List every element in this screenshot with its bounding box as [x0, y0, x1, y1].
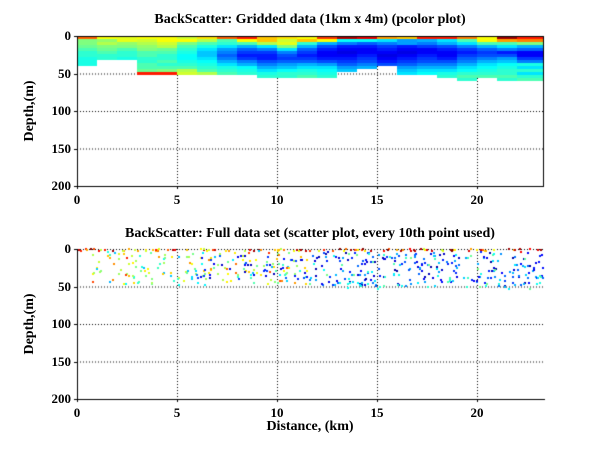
bottom-x-tick-label: 20	[470, 405, 484, 420]
bottom-y-tick-label: 150	[51, 353, 72, 369]
top-y-tick-label: 0	[64, 28, 72, 43]
top-plot-title: BackScatter: Gridded data (1km x 4m) (pc…	[154, 12, 466, 27]
bottom-y-tick-label: 200	[51, 391, 72, 406]
bottom-x-tick-label: 10	[270, 405, 284, 420]
bottom-x-tick-label: 0	[73, 405, 81, 420]
top-x-tick-label: 10	[270, 192, 284, 207]
bottom-x-tick-label: 5	[173, 405, 181, 420]
top-y-tick-label: 50	[58, 65, 71, 81]
top-x-tick-label: 20	[470, 192, 484, 207]
bottom-y-tick-label: 50	[58, 278, 71, 294]
top-x-tick-label: 15	[370, 192, 384, 207]
bottom-x-tick-label: 15	[370, 405, 384, 420]
top-y-tick-label: 200	[51, 178, 72, 193]
bottom-y-tick-label: 100	[51, 316, 72, 331]
bottom-y-tick-label: 0	[64, 241, 72, 256]
top-y-tick-label: 100	[51, 103, 72, 118]
bottom-plot-title: BackScatter: Full data set (scatter plot…	[125, 226, 495, 241]
bottom-x-axis-label: Distance, (km)	[266, 419, 354, 434]
top-x-tick-label: 5	[173, 192, 181, 207]
top-y-tick-label: 150	[51, 140, 72, 156]
top-x-tick-label: 0	[73, 192, 81, 207]
